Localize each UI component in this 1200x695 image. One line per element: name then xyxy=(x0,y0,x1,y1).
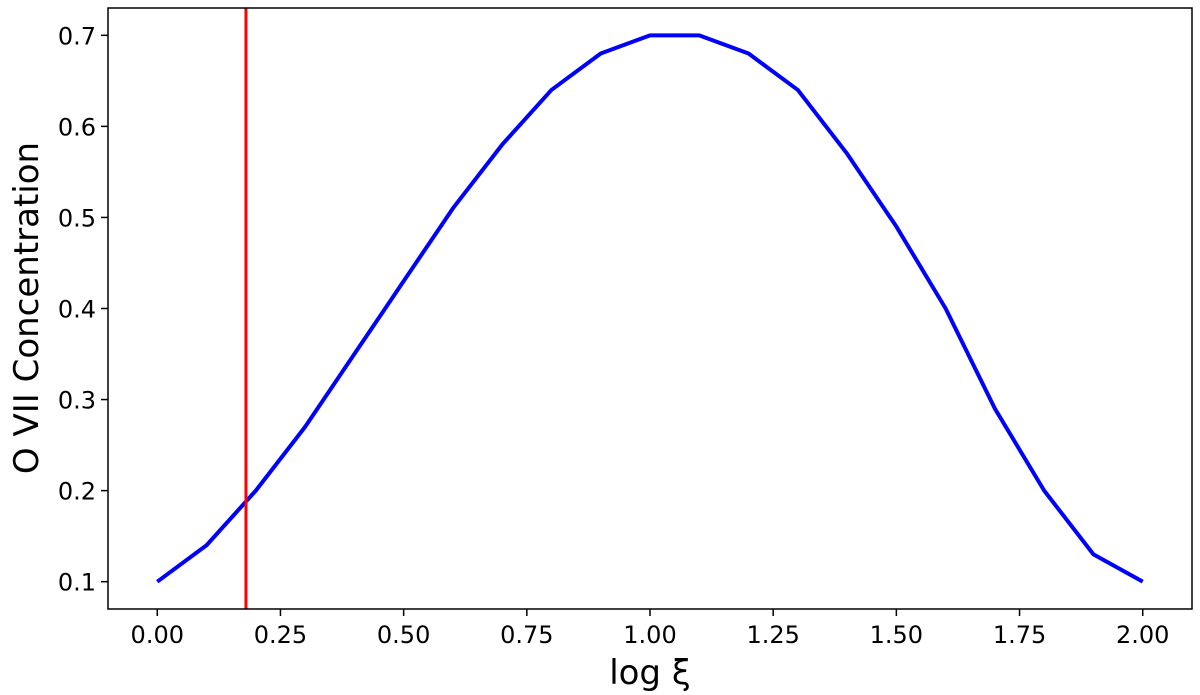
x-tick-label: 0.00 xyxy=(131,621,184,649)
x-tick-label: 1.00 xyxy=(623,621,676,649)
y-tick-label: 0.3 xyxy=(58,387,96,415)
series-layer xyxy=(156,33,1144,584)
x-tick-label: 1.25 xyxy=(746,621,799,649)
x-tick-label: 0.75 xyxy=(500,621,553,649)
y-axis-ticks: 0.1 0.2 0.3 0.4 0.5 0.6 0.7 xyxy=(58,22,108,597)
y-tick-label: 0.4 xyxy=(58,296,96,324)
series-line-0 xyxy=(156,33,1144,584)
y-tick-label: 0.1 xyxy=(58,569,96,597)
y-tick-label: 0.2 xyxy=(58,478,96,506)
x-tick-label: 1.75 xyxy=(993,621,1046,649)
y-tick-label: 0.7 xyxy=(58,22,96,50)
x-tick-label: 0.25 xyxy=(254,621,307,649)
x-tick-label: 2.00 xyxy=(1116,621,1169,649)
y-tick-label: 0.5 xyxy=(58,204,96,232)
y-axis-label: O VII Concentration xyxy=(7,142,47,474)
plot-frame xyxy=(107,7,1193,610)
x-tick-label: 1.50 xyxy=(870,621,923,649)
y-tick-label: 0.6 xyxy=(58,113,96,141)
x-axis-label: log ξ xyxy=(609,653,691,693)
x-axis-ticks: 0.00 0.25 0.50 0.75 1.00 1.25 1.50 1.75 2.00 xyxy=(131,609,1169,649)
x-tick-label: 0.50 xyxy=(377,621,430,649)
